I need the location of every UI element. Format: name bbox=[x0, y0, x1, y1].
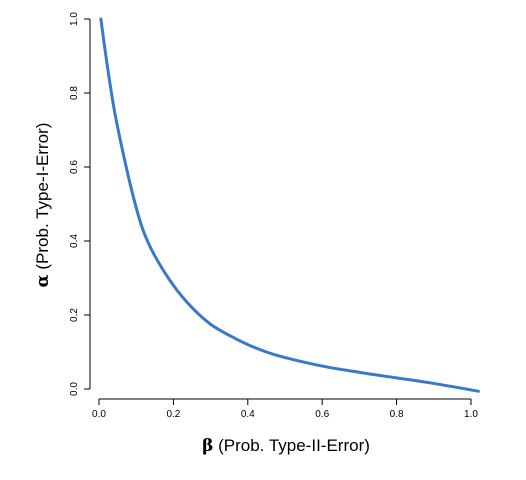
x-axis-title: β (Prob. Type-II-Error) bbox=[202, 436, 370, 456]
x-tick-label: 0.8 bbox=[390, 409, 404, 420]
x-tick-label: 0.4 bbox=[241, 409, 255, 420]
x-tick-label: 0.6 bbox=[315, 409, 329, 420]
y-axis-label: (Prob. Type-I-Error) bbox=[33, 123, 52, 275]
series-line bbox=[99, 17, 480, 393]
y-tick-label: 0.6 bbox=[69, 160, 80, 174]
x-tick-label: 0.0 bbox=[92, 409, 106, 420]
x-tick-label: 1.0 bbox=[464, 409, 478, 420]
axes: 0.0 0.2 0.4 0.6 0.8 1.0 0.0 0.2 0.4 0.6 0.8 1.0 bbox=[69, 12, 478, 420]
series-layer bbox=[99, 17, 480, 393]
y-tick-label: 1.0 bbox=[69, 12, 80, 26]
y-tick-label: 0.8 bbox=[69, 86, 80, 100]
y-axis-title: α (Prob. Type-I-Error) bbox=[33, 123, 53, 288]
y-axis-symbol: α bbox=[33, 274, 53, 287]
y-tick-label: 0.2 bbox=[69, 308, 80, 322]
x-tick-label: 0.2 bbox=[166, 409, 180, 420]
x-axis-label: (Prob. Type-II-Error) bbox=[213, 436, 370, 455]
x-axis-symbol: β bbox=[202, 436, 213, 456]
y-tick-label: 0.4 bbox=[69, 234, 80, 248]
y-tick-label: 0.0 bbox=[69, 382, 80, 396]
